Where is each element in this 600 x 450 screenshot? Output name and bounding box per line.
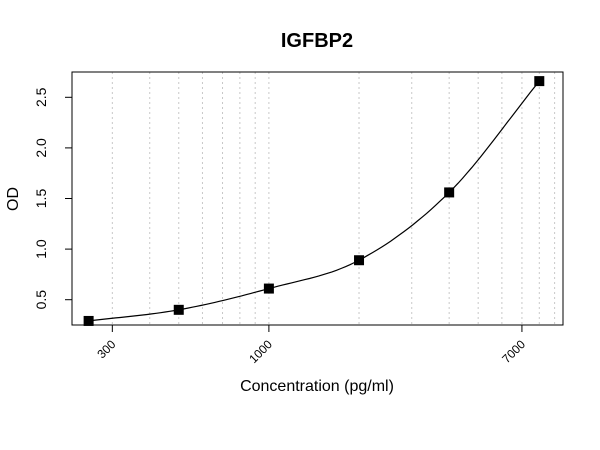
y-axis-label: OD [5, 187, 22, 211]
data-points [83, 76, 545, 326]
data-point [444, 187, 455, 198]
data-point [173, 304, 184, 315]
chart-title: IGFBP2 [281, 30, 353, 52]
data-point [263, 283, 274, 294]
data-point [83, 315, 94, 326]
y-tick-label: 0.5 [33, 290, 49, 310]
data-point [534, 76, 545, 87]
x-gridlines [111, 72, 556, 325]
x-axis: 300 1000 7000 [94, 325, 528, 366]
plot-frame [71, 71, 564, 326]
x-tick-label: 1000 [246, 337, 275, 366]
y-tick-label: 2.0 [33, 138, 49, 158]
y-tick-label: 2.5 [33, 87, 49, 107]
x-axis-label: Concentration (pg/ml) [240, 378, 394, 395]
y-tick-label: 1.5 [33, 189, 49, 209]
data-point [354, 255, 365, 266]
x-tick-label: 300 [94, 337, 118, 361]
fit-curve [88, 80, 540, 322]
y-axis: 0.5 1.0 1.5 2.0 2.5 [33, 87, 72, 309]
y-tick-label: 1.0 [33, 239, 49, 259]
x-tick-label: 7000 [499, 337, 528, 366]
